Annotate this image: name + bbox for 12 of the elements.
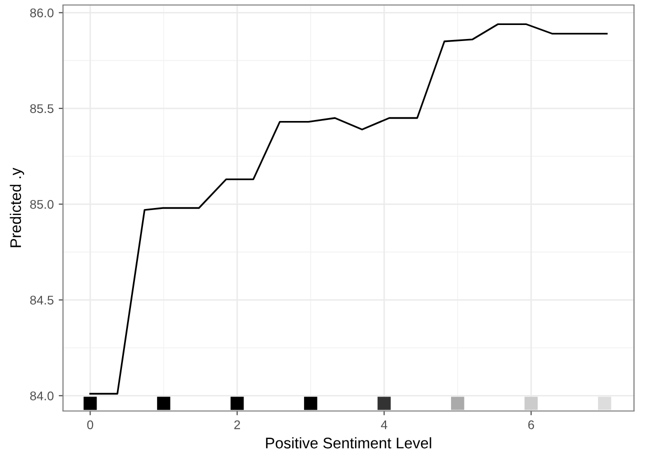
y-tick-label: 85.5 xyxy=(30,104,54,114)
x-axis-title: Positive Sentiment Level xyxy=(266,437,432,448)
x-tick-label: 4 xyxy=(380,420,388,430)
x-tick-label: 0 xyxy=(87,420,94,430)
y-tick-label: 85.0 xyxy=(30,200,54,209)
y-tick-label: 84.0 xyxy=(30,391,54,400)
x-tick-label: 2 xyxy=(234,420,240,430)
y-tick-label: 86.0 xyxy=(30,8,54,18)
y-tick-label: 84.5 xyxy=(30,296,54,305)
x-tick-label: 6 xyxy=(528,420,534,430)
line-series xyxy=(89,23,608,395)
y-axis-title: Predicted .y xyxy=(10,168,24,248)
